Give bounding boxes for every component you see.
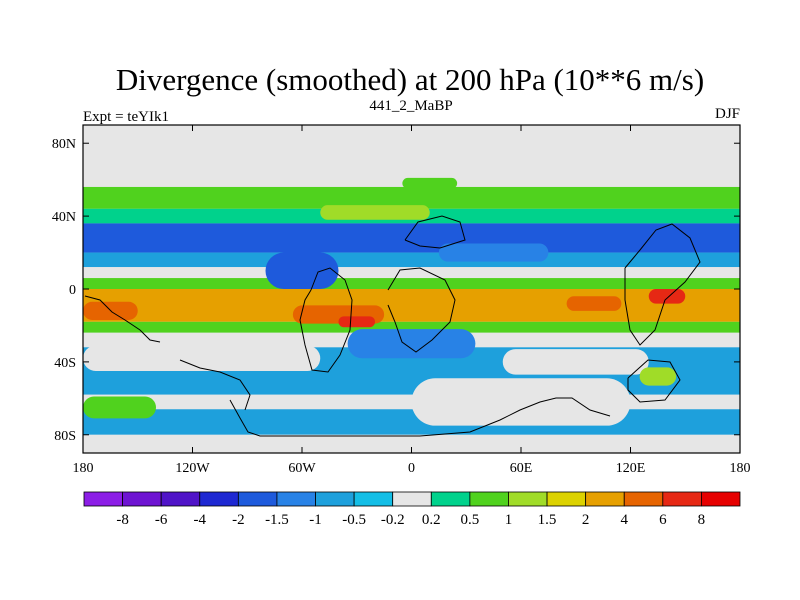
field-cell-10 [411, 378, 631, 426]
colorbar-label: 0.5 [461, 512, 480, 528]
field-bands [83, 125, 740, 453]
colorbar-label: 4 [620, 512, 628, 528]
x-tick-label: 180 [730, 461, 751, 476]
colorbar-label: -1 [309, 512, 322, 528]
field-cell-5 [83, 345, 321, 371]
field-cell-9 [83, 396, 156, 419]
center-subtitle: 441_2_MaBP [369, 98, 452, 114]
colorbar-label: 8 [698, 512, 706, 528]
colorbar-swatch-0 [83, 491, 123, 507]
coastlines [84, 215, 701, 437]
colorbar-label: 1 [505, 512, 513, 528]
colorbar-swatch-11 [508, 491, 548, 507]
colorbar-swatch-1 [122, 491, 162, 507]
colorbar-swatch-6 [315, 491, 355, 507]
field-band-4 [83, 252, 740, 268]
y-tick-label: 40S [54, 356, 76, 371]
coastline-antarctica [229, 397, 611, 437]
field-cell-7 [502, 349, 649, 375]
colorbar: -8 -6 -4 -2 -1.5 -1 -0.5 -0.2 0.2 0.5 1 1.5 2 4 6 8 [83, 491, 741, 528]
colorbar-label: -2 [232, 512, 245, 528]
x-tick-label: 60E [510, 461, 533, 476]
field-cell-3 [648, 289, 686, 304]
colorbar-swatch-9 [430, 491, 471, 507]
colorbar-label: 2 [582, 512, 590, 528]
x-tick-label: 120E [616, 461, 646, 476]
colorbar-swatch-13 [585, 491, 625, 507]
colorbar-label: 1.5 [538, 512, 557, 528]
field-cell-6 [347, 329, 476, 359]
field-band-0 [83, 125, 740, 187]
y-tick-label: 0 [69, 283, 76, 298]
field-cell-11 [265, 252, 339, 289]
field-band-8 [83, 321, 740, 333]
coastline-south-pacific [179, 359, 251, 411]
colorbar-label: -6 [155, 512, 168, 528]
coastline-north-america [84, 295, 161, 343]
field-band-5 [83, 267, 740, 279]
field-cell-8 [639, 367, 677, 386]
colorbar-swatch-15 [662, 491, 702, 507]
x-tick-label: 120W [175, 461, 210, 476]
chart-title: Divergence (smoothed) at 200 hPa (10**6 … [116, 62, 704, 97]
y-axis: 80N 40N 0 40S 80S [52, 137, 740, 444]
colorbar-label: 0.2 [422, 512, 441, 528]
x-axis: 180 120W 60W 0 60E 120E 180 [73, 125, 751, 476]
y-tick-label: 40N [52, 210, 76, 225]
field-cell-14 [402, 177, 458, 189]
field-cell-4 [338, 316, 375, 328]
colorbar-swatch-5 [276, 491, 316, 507]
colorbar-label: -8 [116, 512, 129, 528]
field-band-13 [83, 434, 740, 453]
colorbar-label: -4 [194, 512, 207, 528]
colorbar-swatch-12 [546, 491, 587, 507]
colorbar-label: -0.5 [342, 512, 366, 528]
colorbar-swatch-14 [623, 491, 664, 507]
colorbar-swatch-10 [469, 491, 509, 507]
field-band-1 [83, 186, 740, 209]
colorbar-swatch-4 [237, 491, 278, 507]
colorbar-swatch-7 [353, 491, 394, 507]
colorbar-label: -1.5 [265, 512, 289, 528]
plot-area [83, 125, 740, 453]
coastline-south-america [299, 267, 353, 373]
colorbar-swatch-2 [160, 491, 201, 507]
coastline-africa [387, 267, 456, 353]
colorbar-label: 6 [659, 512, 667, 528]
field-band-12 [83, 409, 740, 435]
x-tick-label: 180 [73, 461, 94, 476]
coastline-europe [404, 215, 466, 249]
colorbar-label: -0.2 [381, 512, 405, 528]
y-tick-label: 80N [52, 137, 76, 152]
field-cell-2 [566, 296, 622, 311]
y-tick-label: 80S [54, 429, 76, 444]
left-subtitle: Expt = teYIk1 [83, 109, 169, 125]
x-tick-label: 60W [288, 461, 316, 476]
coastline-australia [627, 359, 681, 403]
field-cell-12 [438, 243, 549, 262]
right-subtitle: DJF [715, 106, 740, 122]
field-band-7 [83, 289, 740, 322]
coastline-asia-pacific [624, 223, 701, 346]
x-tick-label: 0 [408, 461, 415, 476]
colorbar-swatch-16 [701, 491, 741, 507]
field-cells [83, 177, 686, 426]
colorbar-swatch-3 [199, 491, 239, 507]
colorbar-swatch-8 [392, 491, 432, 507]
field-band-6 [83, 278, 740, 289]
field-band-3 [83, 223, 740, 253]
field-cell-13 [320, 205, 430, 220]
